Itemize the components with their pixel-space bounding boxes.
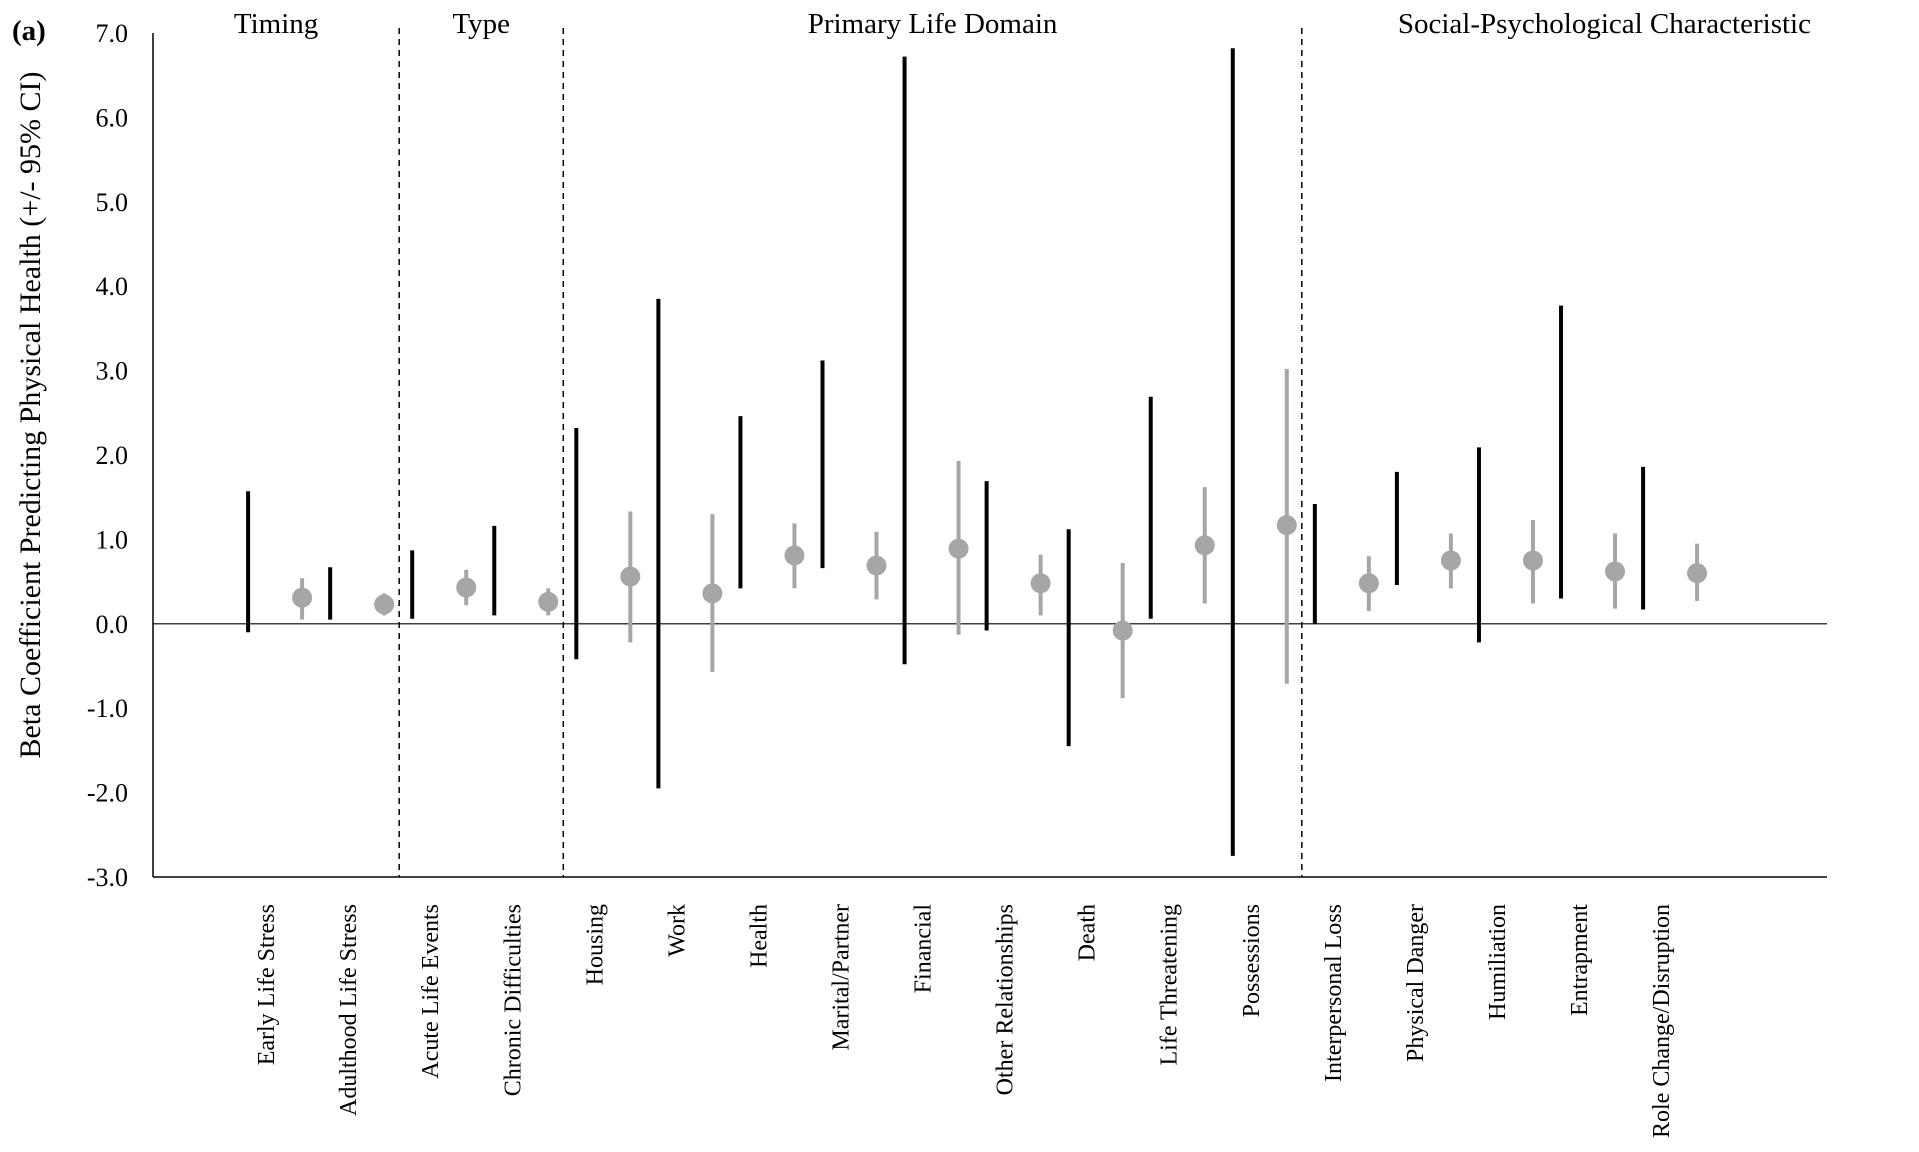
light-point-marker <box>1276 515 1297 536</box>
x-category-label: Housing <box>582 904 608 985</box>
x-category-label: Death <box>1075 904 1101 961</box>
x-category-label: Health <box>746 904 772 968</box>
light-point-marker <box>292 587 313 608</box>
group-label: Social-Psychological Characteristic <box>1398 8 1811 40</box>
x-category-label: Humiliation <box>1485 904 1511 1020</box>
y-tick-label: -3.0 <box>87 863 128 892</box>
light-point-marker <box>1605 561 1626 582</box>
light-point-marker <box>374 594 395 615</box>
x-category-label: Interpersonal Loss <box>1321 904 1347 1082</box>
light-point-marker <box>620 566 641 587</box>
group-labels: Timing Type Primary Life Domain Social-Psyc… <box>234 8 1811 40</box>
light-point-marker <box>1194 535 1215 556</box>
y-axis-title: Beta Coefficient Predicting Physical Hea… <box>14 71 47 758</box>
group-label: Timing <box>234 8 318 40</box>
light-point-marker <box>538 591 559 612</box>
y-tick-label: 7.0 <box>96 19 129 48</box>
y-tick-label: 5.0 <box>96 188 129 217</box>
y-axis-ticks: 7.0 6.0 5.0 4.0 3.0 2.0 1.0 0.0 -1.0 -2.0 -3.0 <box>87 19 128 892</box>
y-tick-label: 2.0 <box>96 441 129 470</box>
x-category-label: Other Relationships <box>993 904 1019 1095</box>
x-category-label: Entrapment <box>1567 904 1593 1016</box>
light-point-marker <box>1687 563 1708 584</box>
series-dark-ci-lines <box>246 48 1646 856</box>
x-category-label: Role Change/Disruption <box>1649 904 1675 1138</box>
x-category-label: Life Threatening <box>1157 904 1183 1065</box>
y-tick-label: 6.0 <box>96 103 129 132</box>
x-category-label: Adulthood Life Stress <box>336 904 362 1116</box>
panel-label: (a) <box>12 15 46 47</box>
y-tick-label: 0.0 <box>96 610 129 639</box>
x-category-label: Chronic Difficulties <box>500 904 526 1096</box>
group-label: Primary Life Domain <box>808 8 1058 40</box>
x-category-label: Early Life Stress <box>254 904 280 1065</box>
x-category-label: Marital/Partner <box>829 904 855 1051</box>
light-point-marker <box>948 538 969 559</box>
light-point-marker <box>1522 550 1543 571</box>
light-point-marker <box>1358 573 1379 594</box>
x-category-label: Acute Life Events <box>418 904 444 1079</box>
light-point-marker <box>1112 620 1133 641</box>
x-category-label: Work <box>664 904 690 957</box>
light-point-marker <box>784 545 805 566</box>
x-category-label: Possessions <box>1239 904 1265 1017</box>
light-point-marker <box>866 555 887 576</box>
x-category-label: Financial <box>911 904 937 994</box>
series-light-points <box>292 368 1708 699</box>
x-axis-category-labels: Early Life Stress Adulthood Life Stress Ac… <box>254 904 1675 1138</box>
group-label: Type <box>452 8 510 40</box>
light-point-marker <box>702 583 723 604</box>
y-tick-label: 1.0 <box>96 525 129 554</box>
x-category-label: Physical Danger <box>1403 904 1429 1062</box>
group-dividers <box>398 28 1303 877</box>
light-point-marker <box>456 577 477 598</box>
y-tick-label: -1.0 <box>87 694 128 723</box>
y-tick-label: 3.0 <box>96 357 129 386</box>
light-point-marker <box>1030 573 1051 594</box>
y-tick-label: 4.0 <box>96 272 129 301</box>
light-point-marker <box>1440 550 1461 571</box>
y-tick-label: -2.0 <box>87 779 128 808</box>
